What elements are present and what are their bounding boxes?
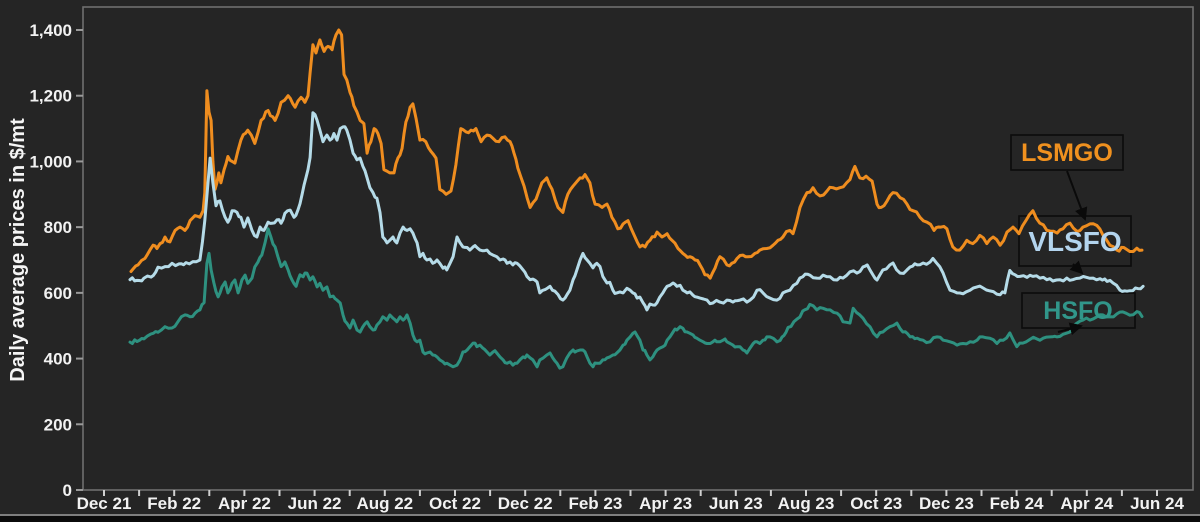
y-tick-label: 1,400 (29, 21, 72, 40)
vlsfo-arrow (1069, 260, 1084, 275)
axes-layer: 0 200 400 600 800 1,000 1,200 1,400 Dec 21 Feb 22… (29, 6, 1194, 513)
x-tick-label: Apr 23 (639, 494, 692, 513)
y-tick-label: 200 (44, 415, 72, 434)
lsmgo-arrow (1066, 170, 1088, 221)
series-line-vlsfo (128, 111, 1145, 312)
y-tick-label: 800 (44, 218, 72, 237)
x-tick-label: Oct 22 (429, 494, 481, 513)
series-line-lsmgo (129, 28, 1144, 280)
plot-frame (82, 6, 1194, 491)
y-tick-label: 0 (63, 481, 72, 500)
x-tick-label: Aug 22 (356, 494, 413, 513)
annotation-arrows (1057, 170, 1088, 336)
y-tick-label: 400 (44, 350, 72, 369)
legend-label-lsmgo: LSMGO (1021, 139, 1113, 167)
series-layer (128, 28, 1145, 370)
x-tick-label: Feb 23 (568, 494, 622, 513)
y-tick-label: 1,000 (29, 152, 72, 171)
x-tick-label: Feb 22 (147, 494, 201, 513)
x-tick-label: Apr 22 (218, 494, 271, 513)
x-tick-label: Dec 21 (77, 494, 132, 513)
x-tick-label: Aug 23 (778, 494, 835, 513)
legend-label-hsfo: HSFO (1043, 297, 1112, 325)
y-tick-label: 600 (44, 284, 72, 303)
legend-box-lsmgo (1010, 134, 1124, 171)
x-tick-label: Dec 23 (919, 494, 974, 513)
bottom-strip (0, 516, 1200, 522)
series-line-hsfo (128, 227, 1144, 370)
hsfo-arrow (1057, 322, 1083, 336)
x-tick-label: Oct 23 (850, 494, 902, 513)
x-tick-label: Feb 24 (990, 494, 1044, 513)
y-tick-label: 1,200 (29, 87, 72, 106)
x-tick-label: Jun 23 (709, 494, 763, 513)
legend-label-vlsfo: VLSFO (1028, 226, 1121, 257)
x-tick-label: Dec 22 (498, 494, 553, 513)
x-tick-label: Jun 24 (1130, 494, 1184, 513)
x-tick-label: Jun 22 (288, 494, 342, 513)
x-tick-label: Apr 24 (1060, 494, 1113, 513)
legend-labels: LSMGO VLSFO HSFO (1021, 139, 1122, 325)
y-axis-title: Daily average prices in $/mt (7, 118, 29, 382)
